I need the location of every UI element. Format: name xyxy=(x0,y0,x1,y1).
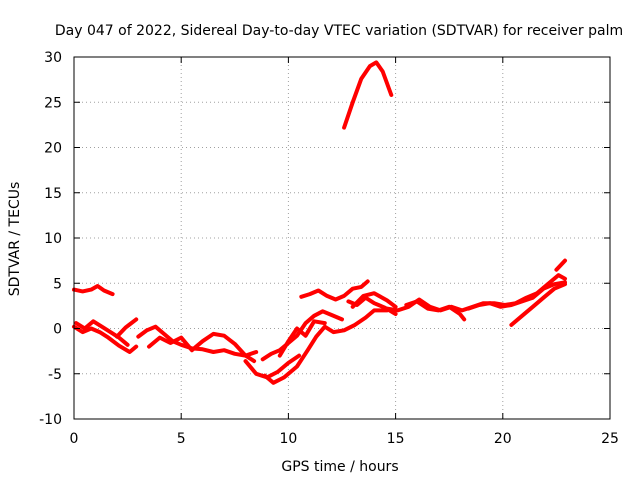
x-tick-label: 0 xyxy=(70,431,79,447)
y-tick-label: -10 xyxy=(39,412,62,428)
y-tick-label: 10 xyxy=(44,231,62,247)
chart-title: Day 047 of 2022, Sidereal Day-to-day VTE… xyxy=(55,23,623,39)
tick-labels: 0 5 10 15 20 25 -10 -5 0 5 10 15 20 25 30 xyxy=(39,50,619,447)
ticks xyxy=(73,56,611,420)
series-arc-r xyxy=(554,258,567,272)
series-arc-a xyxy=(72,284,115,297)
x-tick-label: 25 xyxy=(601,431,619,447)
series-group xyxy=(72,60,567,385)
y-tick-label: 30 xyxy=(44,50,62,66)
series-arc-c xyxy=(74,319,130,347)
grid xyxy=(74,57,610,419)
series-arc-p xyxy=(466,280,567,311)
y-tick-label: 20 xyxy=(44,141,62,157)
series-arc-i xyxy=(262,308,389,385)
series-arc-f xyxy=(147,331,259,358)
y-tick-label: 5 xyxy=(53,276,62,292)
y-tick-label: 0 xyxy=(53,322,62,338)
y-axis-label: SDTVAR / TECUs xyxy=(7,182,23,297)
x-tick-label: 15 xyxy=(387,431,405,447)
y-tick-label: 15 xyxy=(44,186,62,202)
series-arc-g xyxy=(243,353,302,380)
x-tick-label: 20 xyxy=(494,431,512,447)
y-tick-label: -5 xyxy=(48,367,62,383)
x-tick-label: 10 xyxy=(279,431,297,447)
series-arc-j xyxy=(277,319,327,358)
series-arc-s xyxy=(342,60,394,130)
series-arc-b xyxy=(72,324,139,354)
series-arc-q xyxy=(509,282,567,327)
series-arc-k xyxy=(299,279,370,302)
x-tick-label: 5 xyxy=(177,431,186,447)
series-arc-d xyxy=(114,317,139,339)
series-arc-o xyxy=(404,299,467,322)
series-arc-h xyxy=(260,309,344,362)
y-tick-label: 25 xyxy=(44,95,62,111)
x-axis-label: GPS time / hours xyxy=(281,459,398,475)
series-arc-m xyxy=(350,291,398,309)
